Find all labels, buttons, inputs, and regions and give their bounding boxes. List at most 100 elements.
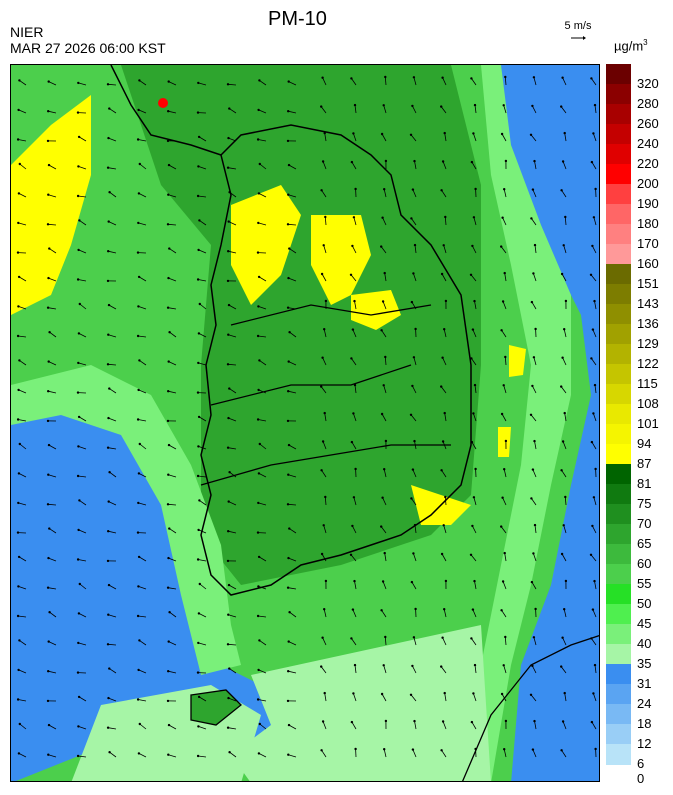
- wind-arrow-head-icon: [227, 136, 230, 140]
- wind-arrow-head-icon: [351, 608, 355, 611]
- wind-arrow-head-icon: [321, 720, 325, 723]
- wind-arrow-head-icon: [106, 279, 110, 283]
- wind-arrow-head-icon: [108, 751, 111, 754]
- wind-arrow-head-icon: [197, 135, 201, 139]
- wind-arrow-head-icon: [560, 385, 563, 388]
- wind-arrow-head-icon: [560, 189, 563, 192]
- wind-reference-label: 5 m/s: [564, 20, 592, 32]
- wind-arrow-head-icon: [77, 695, 81, 699]
- wind-arrow-head-icon: [323, 691, 326, 695]
- map-canvas: [11, 65, 599, 781]
- wind-arrow-icon: [108, 447, 117, 450]
- wind-arrow-head-icon: [530, 497, 533, 500]
- legend-label: 24: [637, 696, 652, 711]
- pm10-map[interactable]: [10, 64, 600, 782]
- wind-arrow-head-icon: [472, 132, 475, 135]
- wind-arrow-head-icon: [323, 608, 326, 611]
- wind-arrow-head-icon: [137, 472, 141, 475]
- wind-arrow-head-icon: [47, 670, 50, 673]
- wind-arrow-head-icon: [167, 360, 170, 363]
- legend-label: 81: [637, 476, 652, 491]
- wind-arrow-icon: [503, 665, 507, 674]
- wind-arrow-head-icon: [196, 754, 200, 758]
- wind-arrow-head-icon: [503, 748, 506, 751]
- wind-arrow-head-icon: [47, 360, 50, 363]
- wind-arrow-icon: [198, 333, 207, 338]
- wind-arrow-icon: [442, 441, 447, 450]
- wind-arrow-icon: [228, 221, 237, 226]
- wind-arrow-head-icon: [106, 83, 110, 86]
- wind-arrow-icon: [168, 641, 177, 646]
- wind-arrow-head-icon: [564, 215, 567, 219]
- wind-arrow-icon: [413, 637, 417, 646]
- wind-arrow-icon: [18, 669, 27, 674]
- wind-arrow-icon: [288, 361, 297, 366]
- wind-arrow-icon: [414, 245, 417, 254]
- wind-arrow-icon: [288, 390, 297, 394]
- wind-arrow-icon: [504, 76, 507, 86]
- wind-arrow-head-icon: [106, 363, 110, 366]
- wind-arrow-icon: [168, 307, 177, 310]
- wind-arrow-head-icon: [410, 580, 414, 584]
- wind-arrow-head-icon: [18, 442, 21, 446]
- wind-arrow-head-icon: [47, 443, 51, 447]
- wind-arrow-head-icon: [287, 193, 290, 196]
- wind-arrow-icon: [168, 724, 177, 730]
- wind-arrow-icon: [562, 77, 567, 86]
- wind-arrow-icon: [258, 193, 267, 198]
- wind-arrow-head-icon: [257, 752, 261, 755]
- wind-arrow-icon: [288, 641, 297, 646]
- wind-arrow-icon: [227, 643, 237, 646]
- wind-arrow-icon: [412, 189, 417, 198]
- wind-arrow-head-icon: [440, 105, 443, 108]
- wind-arrow-icon: [138, 335, 147, 338]
- wind-arrow-icon: [562, 637, 567, 646]
- wind-arrow-head-icon: [197, 361, 200, 365]
- wind-arrow-head-icon: [167, 640, 170, 643]
- wind-arrow-head-icon: [257, 305, 260, 308]
- wind-arrow-head-icon: [107, 583, 111, 587]
- wind-arrow-icon: [594, 581, 597, 590]
- wind-arrow-head-icon: [561, 356, 564, 359]
- wind-arrow-head-icon: [196, 391, 200, 394]
- wind-arrow-icon: [501, 610, 507, 618]
- wind-arrow-head-icon: [167, 723, 171, 727]
- wind-arrow-head-icon: [470, 77, 473, 80]
- wind-arrow-head-icon: [472, 216, 476, 219]
- wind-arrow-head-icon: [47, 163, 51, 167]
- wind-arrow-head-icon: [502, 104, 505, 107]
- wind-arrow-head-icon: [351, 328, 355, 331]
- wind-arrow-head-icon: [47, 473, 50, 476]
- wind-arrow-head-icon: [136, 531, 140, 534]
- wind-arrow-icon: [288, 754, 297, 758]
- wind-arrow-icon: [563, 245, 567, 254]
- wind-arrow-icon: [49, 248, 57, 254]
- wind-arrow-icon: [139, 360, 147, 366]
- wind-arrow-head-icon: [107, 136, 110, 140]
- wind-arrow-icon: [228, 584, 237, 590]
- wind-arrow-head-icon: [350, 77, 353, 80]
- wind-arrow-head-icon: [226, 279, 230, 283]
- wind-arrow-head-icon: [227, 500, 230, 503]
- wind-arrow-head-icon: [46, 419, 50, 423]
- wind-arrow-icon: [168, 277, 177, 282]
- wind-arrow-icon: [138, 389, 147, 394]
- wind-arrow-head-icon: [106, 446, 110, 449]
- wind-arrow-head-icon: [320, 552, 324, 556]
- wind-arrow-icon: [108, 584, 117, 590]
- legend-swatch: [606, 484, 631, 505]
- legend-label: 143: [637, 296, 659, 311]
- wind-arrow-head-icon: [168, 527, 171, 530]
- legend-swatch: [606, 204, 631, 225]
- wind-arrow-icon: [228, 304, 237, 310]
- wind-arrow-head-icon: [561, 160, 565, 163]
- wind-arrow-head-icon: [197, 612, 201, 615]
- wind-arrow-icon: [592, 609, 597, 618]
- wind-arrow-icon: [321, 750, 327, 758]
- wind-arrow-icon: [18, 306, 27, 310]
- wind-arrow-icon: [259, 80, 267, 86]
- wind-arrow-icon: [79, 220, 87, 226]
- wind-arrow-head-icon: [197, 641, 200, 645]
- wind-arrow-head-icon: [226, 559, 230, 563]
- wind-arrow-icon: [383, 189, 387, 198]
